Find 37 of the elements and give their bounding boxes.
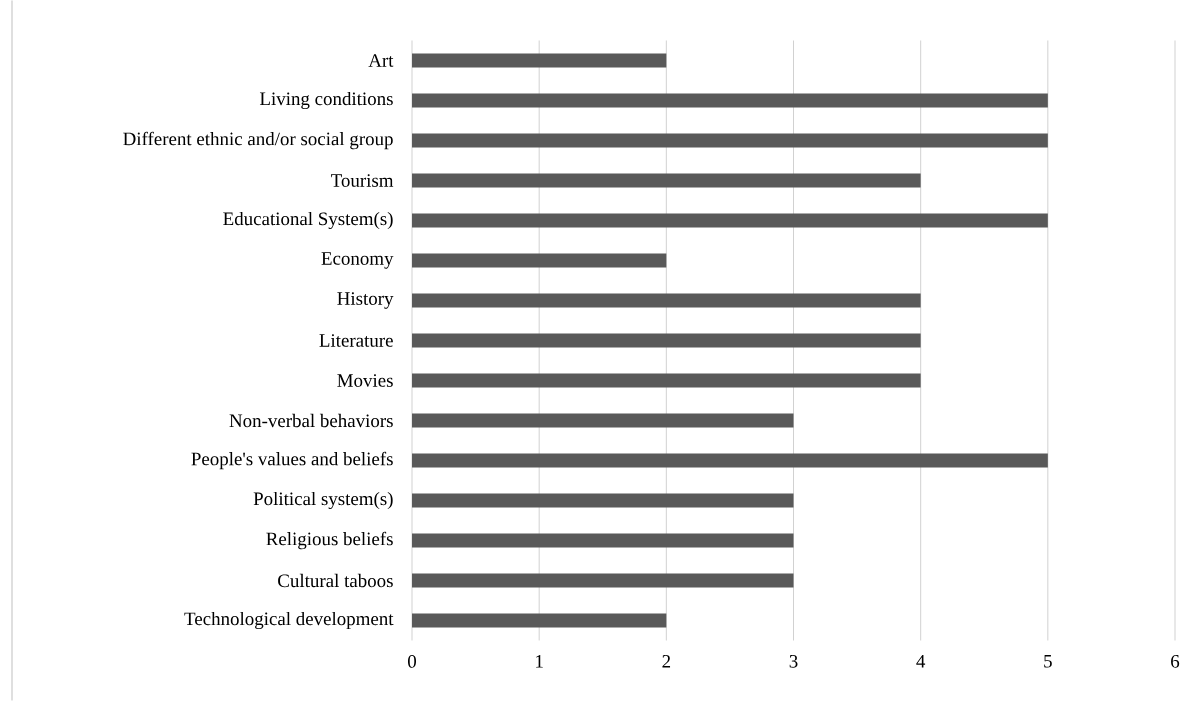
y-tick-label: History	[337, 292, 394, 309]
bar	[412, 613, 667, 628]
bar	[412, 213, 1048, 228]
bar	[412, 493, 794, 508]
y-tick-label: Economy	[321, 252, 394, 269]
y-tick-label: Art	[368, 54, 394, 67]
y-tick-label: Different ethnic and/or social group	[123, 131, 393, 150]
bar	[412, 413, 794, 428]
bar	[412, 173, 921, 188]
y-tick-label: Educational System(s)	[223, 211, 393, 230]
bar	[412, 133, 1048, 148]
bar	[412, 373, 921, 388]
x-tick-label: 4	[916, 655, 926, 668]
y-tick-label: Non-verbal behaviors	[229, 413, 393, 428]
y-tick-label: Cultural taboos	[278, 573, 393, 588]
bar	[412, 93, 1048, 108]
y-tick-label: Tourism	[331, 174, 394, 187]
bar	[412, 453, 1048, 468]
x-tick-label: 6	[1171, 655, 1180, 668]
x-tick-label: 0	[408, 655, 417, 668]
x-tick-label: 1	[536, 655, 543, 668]
bar	[412, 533, 794, 548]
bar	[412, 333, 921, 348]
y-tick-label: Religious beliefs	[266, 531, 393, 550]
x-tick-label: 3	[789, 655, 798, 668]
y-tick-label: Technological development	[184, 611, 394, 630]
bar	[412, 253, 667, 268]
bar	[412, 573, 794, 588]
y-tick-label: People's values and beliefs	[191, 451, 393, 470]
y-tick-label: Living conditions	[259, 91, 393, 110]
y-tick-label: Political system(s)	[253, 491, 393, 510]
bar	[412, 293, 921, 308]
y-tick-label: Literature	[319, 334, 393, 347]
bar	[412, 53, 667, 68]
y-tick-label: Movies	[337, 374, 393, 387]
x-tick-label: 5	[1044, 655, 1052, 668]
x-tick-label: 2	[662, 655, 671, 668]
